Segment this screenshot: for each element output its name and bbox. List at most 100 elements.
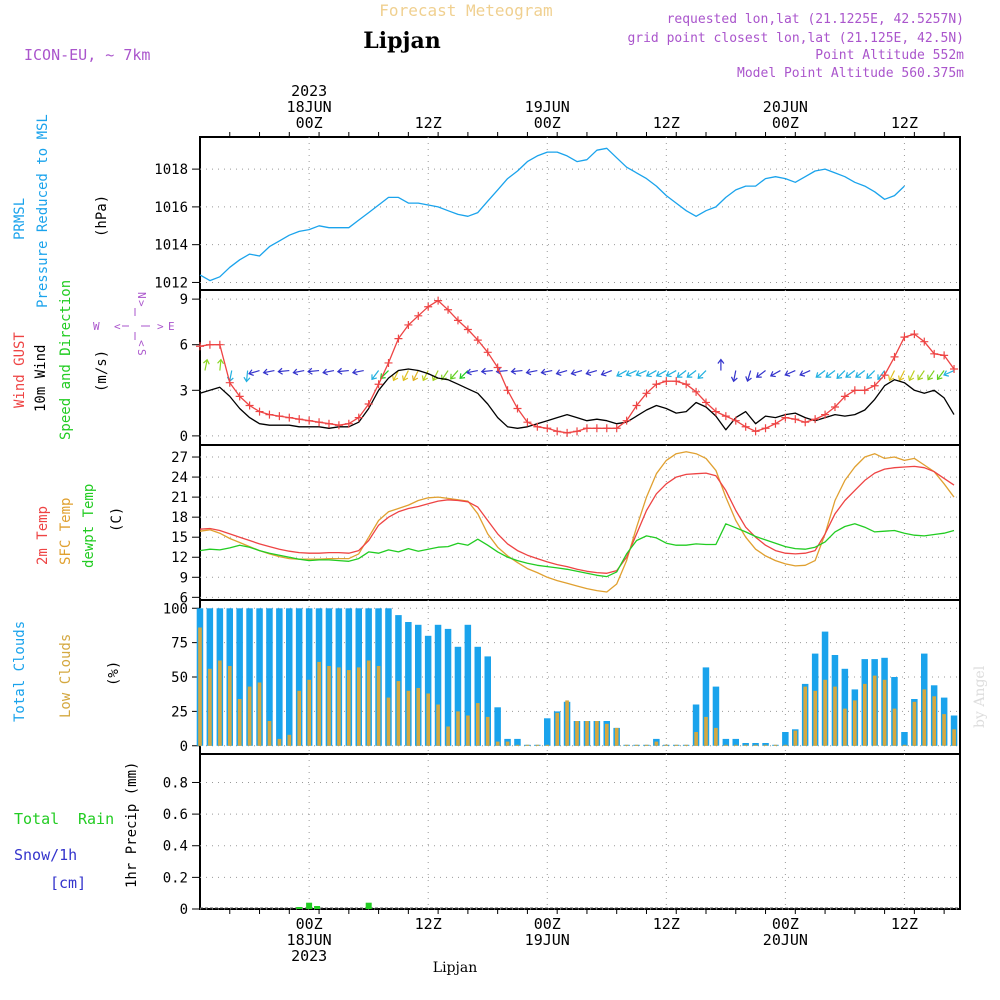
svg-text:<: < [114,320,121,333]
total-cloud-bar [236,608,243,746]
chart-title: Forecast Meteogram [379,1,552,20]
gust-marker [801,418,810,427]
wind-direction-arrow [555,369,568,376]
low-cloud-bar [307,679,311,746]
wind-arrow-shaft [323,369,335,374]
gust-marker [751,427,760,436]
precip-panel [199,753,961,910]
wind-direction-arrow [845,370,856,378]
top-time-label: 2023 [291,82,327,100]
wind-direction-arrow [866,370,876,380]
wind-direction-arrow [745,370,752,383]
wind-arrow-head [917,374,924,381]
wind-arrow-shaft [459,370,469,379]
total-cloud-bar [841,668,849,746]
low-cloud-bar [872,675,877,746]
wind-arrow-head [755,372,762,378]
wind-arrow-head [459,373,466,380]
compass-rose: W < > E N > < S [93,292,175,356]
wind-arrow-shaft [219,359,222,371]
wind-arrow-head [616,371,623,378]
wind-arrow-head [655,371,662,378]
wind-arrow-shaft [412,370,419,381]
wind-arrow-head [450,373,456,380]
wind-arrow-shaft [799,369,811,376]
wind-arrow-shaft [656,370,667,377]
low-cloud-bar [237,699,242,746]
gust-marker [265,410,274,419]
wind-arrow-head [635,370,642,377]
top-time-label: 12Z [653,114,680,132]
wind-direction-arrow [676,370,687,378]
watermark: by Angel [972,665,988,728]
wind-arrow-head [248,369,254,376]
gust-label: Wind GUST [12,332,28,408]
low-cloud-bar [724,744,728,746]
low-cloud-bar [833,686,837,746]
wind-direction-arrow [421,370,429,382]
wind-direction-arrow [799,369,811,377]
total-cloud-bar [514,738,521,746]
compass-n: N [135,292,148,299]
wind-arrow-head [510,367,517,375]
gust-marker [543,424,552,433]
dewpt-line [199,523,955,578]
wind-speed-label: 10m Wind [33,345,49,412]
top-time-label: 00Z [296,114,323,132]
gust-marker [344,419,353,428]
total-cloud-bar [901,732,908,746]
gust-marker [821,410,830,419]
low-cloud-bar [783,744,788,746]
low-cloud-bar [327,666,331,746]
low-cloud-bar [912,701,917,746]
total-cloud-bar [702,667,710,746]
temperature-panel [199,444,961,601]
bottom-time-label: 2023 [291,947,327,965]
wind-arrow-shaft [432,370,439,381]
wind-arrow-head [466,368,472,376]
wind-direction-arrow [730,370,738,383]
low-cloud-bar [942,714,946,746]
ytick-label-pressure: 1016 [154,200,188,216]
low-cloud-bar [644,744,649,746]
wind-arrow-shaft [422,370,429,381]
ytick-label-wind: 0 [180,429,188,445]
low-cloud-bar [595,721,599,746]
wind-labels: Wind GUST 10m Wind Speed and Direction (… [12,280,175,440]
low-cloud-bar [267,721,272,746]
wind-direction-arrow [466,368,478,376]
wind-arrow-head [943,370,950,377]
sfc-temp-line [199,451,955,593]
low-cloud-bar [863,683,867,746]
total-cloud-bar [454,646,462,746]
wind-direction-arrow [855,370,866,378]
wind-arrow-head [676,372,683,378]
low-cloud-bar [922,689,927,746]
gust-marker [781,413,790,422]
low-cloud-bar [853,700,857,746]
svg-text:>: > [135,300,148,307]
svg-text:<: < [135,340,148,347]
wind-arrow-shaft [601,369,612,376]
low-cloud-bar [773,744,778,746]
low-cloud-bar [654,741,659,746]
gust-marker [523,418,532,427]
wind-direction-arrow [943,369,955,377]
total-cloud-bar [295,608,303,746]
wind-arrow-shaft [586,369,598,375]
wind-arrow-head [336,367,343,375]
wind-arrow-shaft [481,369,493,373]
snow-label: Snow/1h [14,846,77,864]
wind-direction-arrow [307,367,320,375]
ytick-label-precip: 0.2 [163,870,188,886]
wind-arrow-shaft [466,369,478,374]
ytick-label-precip: 0 [180,902,188,918]
t2m-label: 2m Temp [35,506,51,565]
bottom-time-label: 00Z [534,915,561,933]
low-cloud-bar [485,716,490,746]
low-cloud-bar [218,660,222,746]
wind-arrow-shaft [815,370,826,378]
gust-marker [870,381,879,390]
